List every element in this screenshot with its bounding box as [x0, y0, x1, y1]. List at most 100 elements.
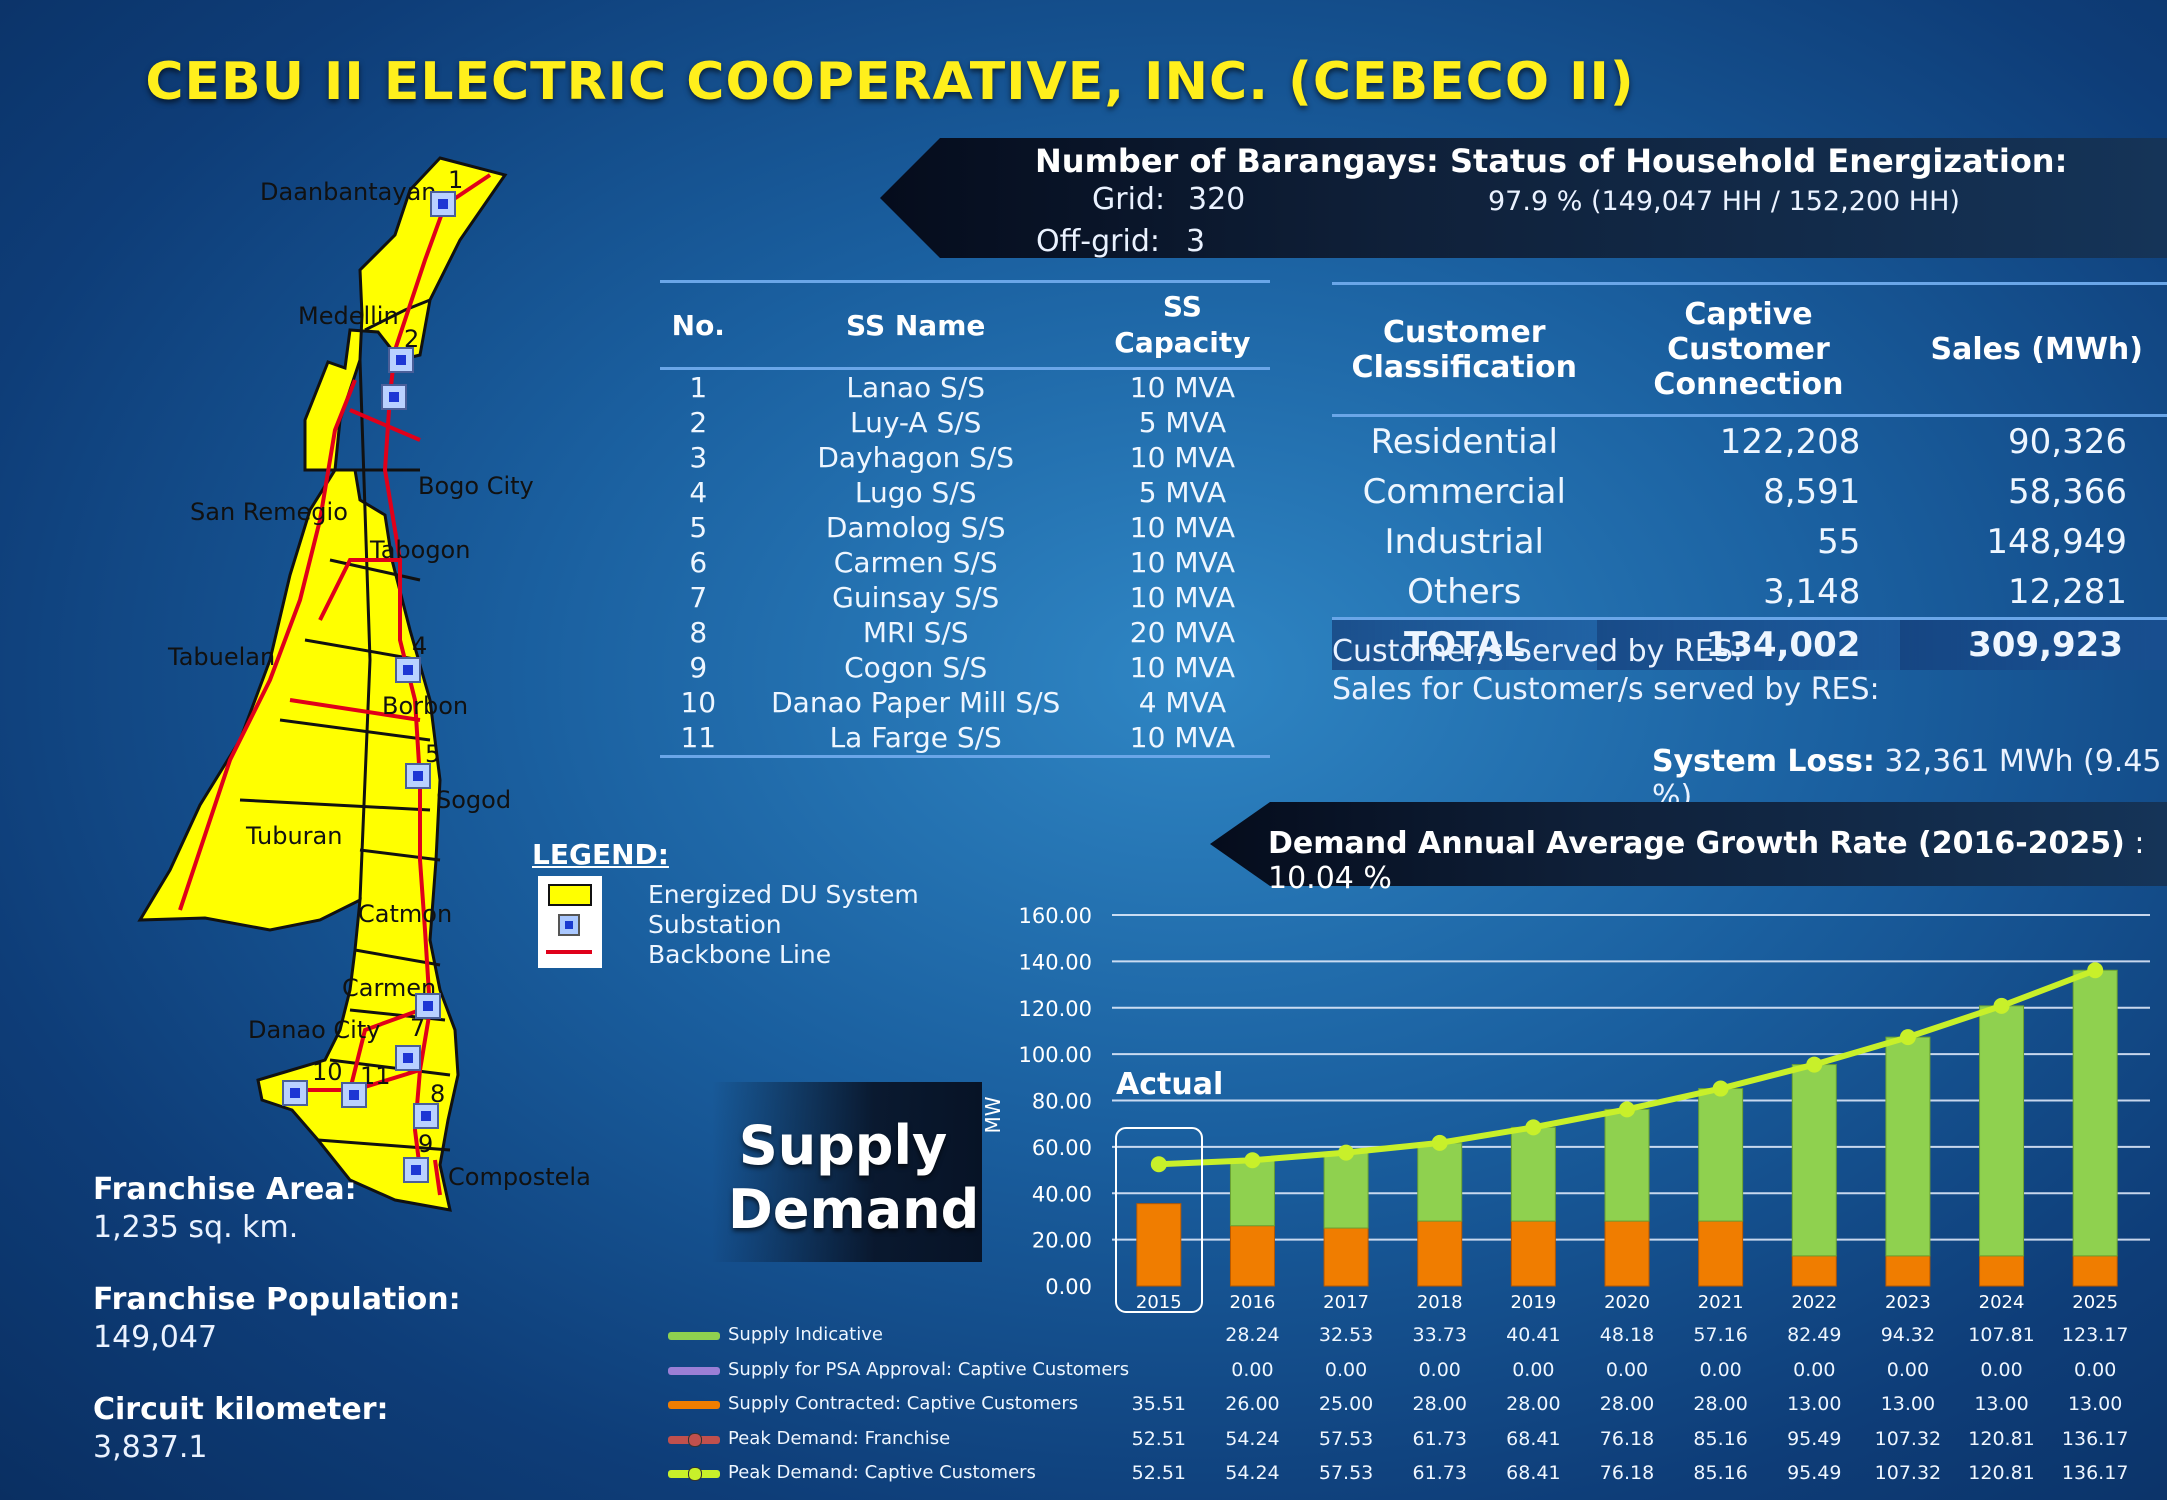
customer-row: Industrial 55 148,949 [1332, 517, 2167, 567]
series-value: 54.24 [1225, 1462, 1280, 1484]
ss-no: 7 [689, 581, 708, 614]
peak-demand-point [1338, 1144, 1355, 1161]
series-value: 95.49 [1787, 1428, 1842, 1450]
ss-no: 2 [689, 406, 708, 439]
substation-marker-icon [415, 993, 441, 1019]
franchise-area-value: 1,235 sq. km. [93, 1210, 299, 1245]
bar-supply-contracted [1323, 1227, 1369, 1287]
offgrid-value: 3 [1186, 224, 1206, 259]
x-tick-label: 2016 [1230, 1292, 1276, 1313]
customer-conn: 8,591 [1763, 472, 1861, 512]
y-axis-label: MW [981, 1096, 1005, 1133]
bar-supply-indicative [1604, 1108, 1650, 1222]
ss-row: 10 Danao Paper Mill S/S 4 MVA [660, 685, 1270, 720]
legend-item: Energized DU System [648, 880, 919, 909]
map-number: 4 [412, 632, 428, 660]
map-number: 1 [448, 166, 464, 194]
substation-table: No. SS Name SS Capacity 1 Lanao S/S 10 MVA 2… [660, 280, 1270, 758]
bar-supply-contracted [1885, 1255, 1931, 1287]
series-value: 120.81 [1968, 1428, 2035, 1450]
supply-demand-heading: Supply Demand [728, 1114, 980, 1241]
series-value: 13.00 [1880, 1393, 1936, 1415]
bar-supply-indicative [1979, 1005, 2025, 1257]
series-value: 136.17 [2061, 1428, 2129, 1450]
legend-items: Energized DU System Substation Backbone … [648, 880, 919, 970]
municipal-boundaries [239, 298, 451, 1152]
series-value: 28.24 [1225, 1324, 1280, 1346]
ss-name: La Farge S/S [736, 720, 1095, 758]
bar-supply-indicative [1885, 1036, 1931, 1257]
series-legend-label: Supply Contracted: Captive Customers [728, 1393, 1079, 1414]
x-tick-label: 2024 [1979, 1292, 2025, 1313]
ss-name: Lugo S/S [854, 476, 977, 509]
series-value: 13.00 [1974, 1393, 2029, 1415]
customer-conn: 55 [1817, 522, 1861, 562]
bar-supply-contracted [1979, 1255, 2025, 1287]
y-tick-label: 0.00 [1045, 1275, 1092, 1299]
y-tick-label: 20.00 [1032, 1229, 1092, 1253]
energization-value: 97.9 % (149,047 HH / 152,200 HH) [1488, 186, 1960, 217]
grid-label: Grid: [1092, 182, 1166, 217]
ss-name: Lanao S/S [846, 371, 986, 404]
map-region [137, 156, 508, 1212]
series-value: 0.00 [1699, 1359, 1742, 1381]
map-label-compostela: Compostela [448, 1163, 591, 1191]
ss-cap: 5 MVA [1138, 406, 1227, 439]
peak-demand-point [1899, 1029, 1916, 1046]
barangays-label: Number of Barangays: [1035, 142, 1439, 180]
peak-demand-point [1431, 1134, 1448, 1151]
bar-supply-indicative [2072, 969, 2118, 1257]
y-tick-label: 100.00 [1019, 1043, 1092, 1067]
series-legend-label: Supply Indicative [728, 1324, 883, 1345]
ss-row: 11 La Farge S/S 10 MVA [660, 720, 1270, 758]
ss-row: 6 Carmen S/S 10 MVA [660, 545, 1270, 580]
peak-demand-point [1150, 1156, 1167, 1173]
ss-name: Carmen S/S [833, 546, 998, 579]
series-value: 68.41 [1506, 1428, 1561, 1450]
total-label: TOTAL [1332, 617, 1597, 670]
ss-cap: 10 MVA [1129, 371, 1236, 404]
total-sales: 309,923 [1900, 617, 2167, 670]
x-tick-label: 2018 [1417, 1292, 1463, 1313]
series-value: 0.00 [1231, 1359, 1274, 1381]
customer-sales: 90,326 [2008, 422, 2127, 462]
ss-cap: 10 MVA [1094, 720, 1270, 758]
ss-cap: 10 MVA [1129, 441, 1236, 474]
substation-icon [558, 914, 580, 936]
ss-cap: 10 MVA [1129, 511, 1236, 544]
ss-name: Guinsay S/S [832, 581, 1000, 614]
series-value: 28.00 [1506, 1393, 1561, 1415]
ss-row: 5 Damolog S/S 10 MVA [660, 510, 1270, 545]
series-value: 0.00 [1980, 1359, 2023, 1381]
map-label-borbon: Borbon [382, 692, 469, 720]
substation-marker-icon [395, 1045, 421, 1071]
series-value: 120.81 [1968, 1462, 2035, 1484]
series-value: 61.73 [1412, 1428, 1467, 1450]
customer-cls: Others [1407, 572, 1522, 612]
ss-name: Cogon S/S [844, 651, 988, 684]
growth-banner [1210, 802, 2167, 886]
customer-table: Customer Classification Captive Customer C… [1332, 282, 2167, 670]
bar-supply-contracted [2072, 1255, 2118, 1287]
x-tick-label: 2022 [1791, 1292, 1837, 1313]
ss-no: 4 [689, 476, 708, 509]
series-value: 68.41 [1506, 1462, 1561, 1484]
y-tick-label: 140.00 [1019, 950, 1092, 974]
series-value: 35.51 [1131, 1393, 1187, 1415]
x-tick-label: 2023 [1885, 1292, 1931, 1313]
legend-item: Substation [648, 910, 782, 939]
series-value: 82.49 [1787, 1324, 1842, 1346]
series-value: 95.49 [1787, 1462, 1842, 1484]
customer-sales: 148,949 [1986, 522, 2127, 562]
series-value: 85.16 [1693, 1428, 1748, 1450]
series-value: 0.00 [1324, 1359, 1368, 1381]
customer-conn: 122,208 [1719, 422, 1861, 462]
bar-supply-contracted [1510, 1220, 1556, 1287]
ss-cap: 4 MVA [1138, 686, 1227, 719]
bar-supply-contracted [1417, 1220, 1463, 1287]
ss-name: Dayhagon S/S [817, 441, 1015, 474]
ss-no: 6 [689, 546, 708, 579]
backbone-line-icon [546, 950, 592, 954]
series-value: 25.00 [1318, 1393, 1374, 1415]
y-tick-label: 60.00 [1032, 1136, 1092, 1160]
